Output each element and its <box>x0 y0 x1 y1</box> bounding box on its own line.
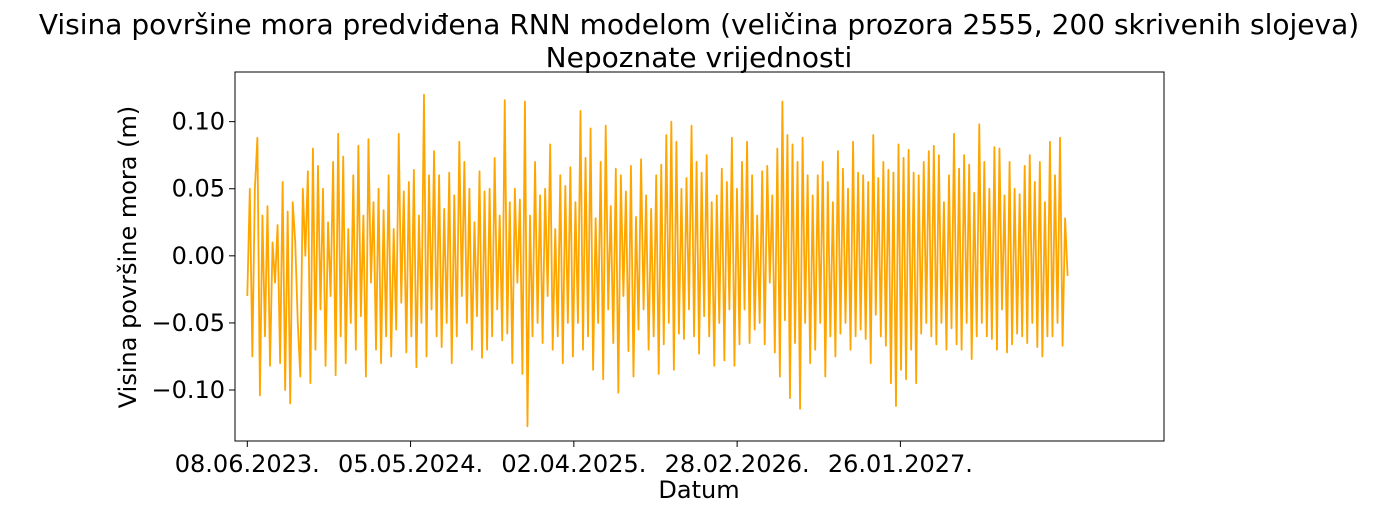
x-tick-label: 02.04.2025. <box>501 450 646 478</box>
series-line-0 <box>246 93 1069 428</box>
x-tick-label: 26.01.2027. <box>828 450 973 478</box>
y-tick-label: 0.10 <box>172 108 225 136</box>
x-axis: 08.06.2023. 05.05.2024. 02.04.2025. 28.02.2… <box>175 441 973 478</box>
x-tick-label: 05.05.2024. <box>338 450 483 478</box>
plot-frame <box>234 71 1165 442</box>
chart-title: Visina površine mora predviđena RNN mode… <box>39 8 1359 41</box>
x-tick-label: 08.06.2023. <box>175 450 320 478</box>
y-tick-label: −0.10 <box>151 376 225 404</box>
x-tick-label: 28.02.2026. <box>665 450 810 478</box>
x-axis-label: Datum <box>658 476 739 504</box>
series-layer <box>246 93 1069 428</box>
y-tick-label: −0.05 <box>151 309 225 337</box>
y-axis-label: Visina površine mora (m) <box>114 106 142 408</box>
y-axis: 0.10 0.05 0.00 −0.05 −0.10 <box>151 108 235 404</box>
y-tick-label: 0.05 <box>172 175 225 203</box>
y-tick-label: 0.00 <box>172 242 225 270</box>
chart-subtitle: Nepoznate vrijednosti <box>546 41 853 74</box>
